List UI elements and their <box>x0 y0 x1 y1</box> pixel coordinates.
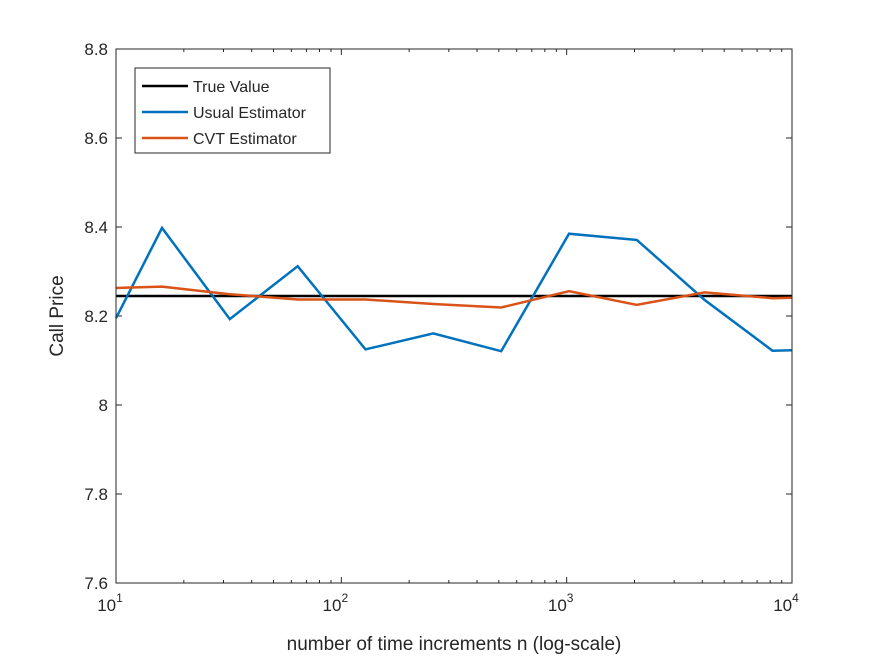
y-axis-title: Call Price <box>47 275 68 356</box>
plot-frame <box>115 48 793 584</box>
legend-label: CVT Estimator <box>193 131 297 148</box>
legend-label: Usual Estimator <box>193 105 307 122</box>
x-tick-label: 104 <box>773 591 799 615</box>
series-line-2 <box>115 285 793 309</box>
series-lines <box>114 225 793 353</box>
y-tick-label: 8.8 <box>84 40 108 59</box>
x-tick-label: 101 <box>97 591 123 615</box>
y-tick-label: 8 <box>99 396 108 415</box>
x-tick-label: 102 <box>323 591 349 615</box>
legend: True Value Usual Estimator CVT Estimator <box>134 67 331 154</box>
y-tick-label: 8.4 <box>84 218 108 237</box>
x-axis-title: number of time increments n (log-scale) <box>287 634 622 655</box>
x-tick-labels: 101 102 103 104 <box>97 591 799 615</box>
y-tick-label: 7.6 <box>84 574 108 593</box>
x-tick-label: 103 <box>548 591 574 615</box>
y-tick-label: 7.8 <box>84 485 108 504</box>
legend-label: True Value <box>193 79 270 96</box>
series-line-1 <box>114 225 793 353</box>
y-tick-label: 8.2 <box>84 307 108 326</box>
y-tick-labels: 7.6 7.8 8 8.2 8.4 8.6 8.8 <box>84 40 108 593</box>
y-tick-label: 8.6 <box>84 129 108 148</box>
